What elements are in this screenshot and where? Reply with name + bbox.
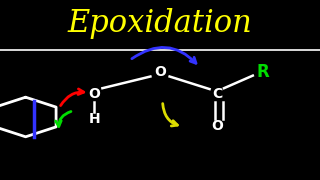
Text: R: R — [256, 63, 269, 81]
Text: O: O — [154, 65, 166, 79]
Text: O: O — [212, 119, 224, 133]
Text: O: O — [88, 87, 100, 101]
Text: H: H — [89, 112, 100, 126]
Text: Epoxidation: Epoxidation — [68, 8, 252, 39]
Text: C: C — [212, 87, 223, 101]
